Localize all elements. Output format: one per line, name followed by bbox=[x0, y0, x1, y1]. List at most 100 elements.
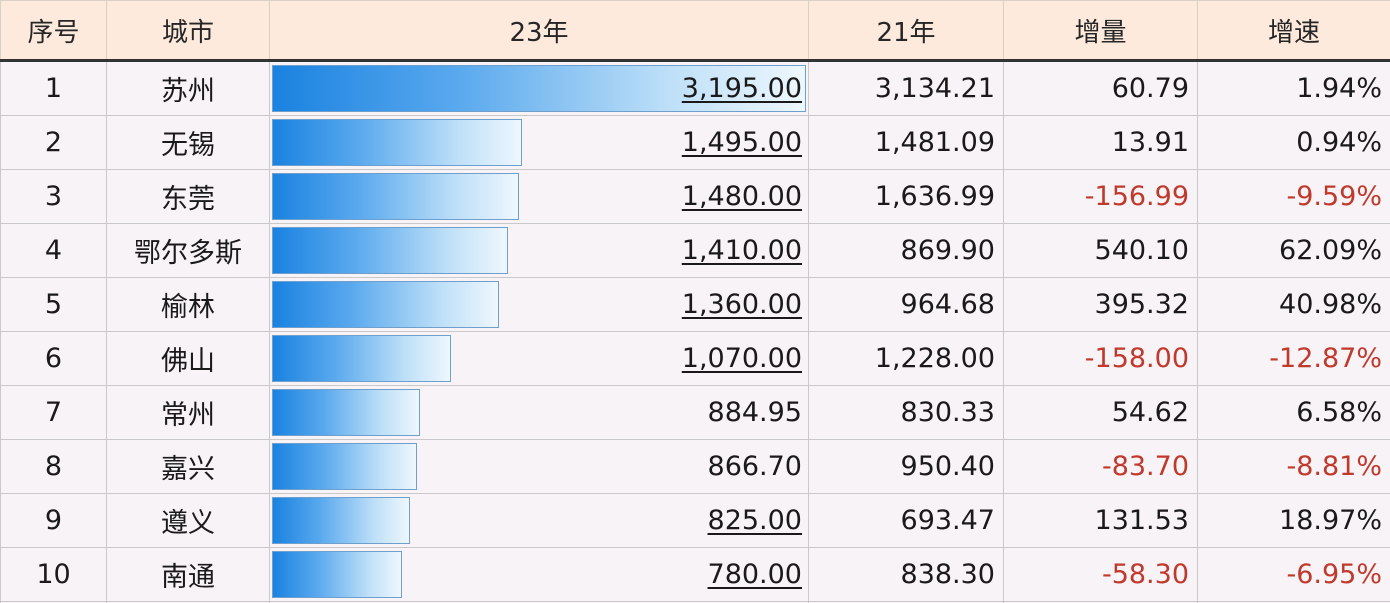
cell-y21[interactable]: 1,636.99 bbox=[808, 169, 1004, 224]
cell-y23[interactable]: 1,070.00 bbox=[269, 331, 809, 386]
y23-value: 780.00 bbox=[707, 559, 802, 590]
cell-rate[interactable]: 18.97% bbox=[1197, 493, 1390, 548]
table-body: 1 苏州 3,195.00 3,134.21 60.79 1.94% 2 无锡 1,495.00… bbox=[0, 60, 1390, 603]
cell-rate[interactable]: 0.94% bbox=[1197, 115, 1390, 170]
cell-index[interactable]: 9 bbox=[0, 493, 107, 548]
cell-y23[interactable]: 1,480.00 bbox=[269, 169, 809, 224]
cell-y23[interactable]: 884.95 bbox=[269, 385, 809, 440]
cell-y21[interactable]: 838.30 bbox=[808, 547, 1004, 602]
cell-delta[interactable]: 60.79 bbox=[1003, 60, 1198, 116]
cell-city[interactable]: 常州 bbox=[106, 385, 270, 440]
cell-city[interactable]: 东莞 bbox=[106, 169, 270, 224]
data-bar bbox=[272, 281, 500, 328]
table-row: 2 无锡 1,495.00 1,481.09 13.91 0.94% bbox=[0, 115, 1390, 170]
cell-rate[interactable]: -6.95% bbox=[1197, 547, 1390, 602]
table-row: 8 嘉兴 866.70 950.40 -83.70 -8.81% bbox=[0, 439, 1390, 494]
cell-rate[interactable]: -9.59% bbox=[1197, 169, 1390, 224]
cell-index[interactable]: 1 bbox=[0, 60, 107, 116]
cell-index[interactable]: 2 bbox=[0, 115, 107, 170]
cell-rate[interactable]: 1.94% bbox=[1197, 60, 1390, 116]
data-bar bbox=[272, 173, 520, 220]
data-bar bbox=[272, 551, 403, 598]
cell-delta[interactable]: 131.53 bbox=[1003, 493, 1198, 548]
y23-value: 825.00 bbox=[707, 505, 802, 536]
cell-y23[interactable]: 1,360.00 bbox=[269, 277, 809, 332]
data-bar bbox=[272, 335, 451, 382]
cell-rate[interactable]: 40.98% bbox=[1197, 277, 1390, 332]
cell-index[interactable]: 7 bbox=[0, 385, 107, 440]
data-bar bbox=[272, 497, 410, 544]
y23-value: 1,360.00 bbox=[681, 289, 802, 320]
cell-delta[interactable]: -156.99 bbox=[1003, 169, 1198, 224]
cell-rate[interactable]: -8.81% bbox=[1197, 439, 1390, 494]
y23-value: 1,495.00 bbox=[681, 127, 802, 158]
cell-y21[interactable]: 3,134.21 bbox=[808, 60, 1004, 116]
cell-index[interactable]: 8 bbox=[0, 439, 107, 494]
cell-index[interactable]: 5 bbox=[0, 277, 107, 332]
cell-y21[interactable]: 950.40 bbox=[808, 439, 1004, 494]
y23-value: 1,070.00 bbox=[681, 343, 802, 374]
cell-delta[interactable]: -158.00 bbox=[1003, 331, 1198, 386]
data-bar bbox=[272, 443, 417, 490]
y23-value: 1,480.00 bbox=[681, 181, 802, 212]
cell-city[interactable]: 遵义 bbox=[106, 493, 270, 548]
data-bar bbox=[272, 227, 508, 274]
header-index[interactable]: 序号 bbox=[0, 0, 107, 61]
cell-y23[interactable]: 866.70 bbox=[269, 439, 809, 494]
y23-value: 1,410.00 bbox=[681, 235, 802, 266]
cell-city[interactable]: 榆林 bbox=[106, 277, 270, 332]
cell-rate[interactable]: -12.87% bbox=[1197, 331, 1390, 386]
cell-delta[interactable]: -58.30 bbox=[1003, 547, 1198, 602]
cell-delta[interactable]: -83.70 bbox=[1003, 439, 1198, 494]
cell-y21[interactable]: 830.33 bbox=[808, 385, 1004, 440]
cell-empty[interactable] bbox=[269, 601, 809, 603]
cell-index[interactable]: 3 bbox=[0, 169, 107, 224]
table-row: 4 鄂尔多斯 1,410.00 869.90 540.10 62.09% bbox=[0, 223, 1390, 278]
cell-y21[interactable]: 1,481.09 bbox=[808, 115, 1004, 170]
cell-rate[interactable]: 62.09% bbox=[1197, 223, 1390, 278]
header-rate[interactable]: 增速 bbox=[1197, 0, 1390, 61]
cell-delta[interactable]: 395.32 bbox=[1003, 277, 1198, 332]
cell-delta[interactable]: 54.62 bbox=[1003, 385, 1198, 440]
table-row: 3 东莞 1,480.00 1,636.99 -156.99 -9.59% bbox=[0, 169, 1390, 224]
cell-y23[interactable]: 780.00 bbox=[269, 547, 809, 602]
cell-y21[interactable]: 869.90 bbox=[808, 223, 1004, 278]
data-bar bbox=[272, 65, 806, 112]
header-y21[interactable]: 21年 bbox=[808, 0, 1004, 61]
cell-y21[interactable]: 1,228.00 bbox=[808, 331, 1004, 386]
cell-y23[interactable]: 3,195.00 bbox=[269, 60, 809, 116]
cell-index[interactable]: 10 bbox=[0, 547, 107, 602]
cell-index[interactable]: 4 bbox=[0, 223, 107, 278]
table-row: 6 佛山 1,070.00 1,228.00 -158.00 -12.87% bbox=[0, 331, 1390, 386]
cell-rate[interactable]: 6.58% bbox=[1197, 385, 1390, 440]
y23-value: 884.95 bbox=[707, 397, 802, 428]
cell-city[interactable]: 南通 bbox=[106, 547, 270, 602]
header-row: 序号 城市 23年 21年 增量 增速 bbox=[0, 0, 1390, 61]
cell-y23[interactable]: 825.00 bbox=[269, 493, 809, 548]
table-row: 10 南通 780.00 838.30 -58.30 -6.95% bbox=[0, 547, 1390, 602]
cell-city[interactable]: 佛山 bbox=[106, 331, 270, 386]
header-delta[interactable]: 增量 bbox=[1003, 0, 1198, 61]
cell-y23[interactable]: 1,410.00 bbox=[269, 223, 809, 278]
cell-y21[interactable]: 693.47 bbox=[808, 493, 1004, 548]
cell-city[interactable]: 嘉兴 bbox=[106, 439, 270, 494]
data-bar bbox=[272, 119, 522, 166]
cell-city[interactable]: 苏州 bbox=[106, 60, 270, 116]
cell-y21[interactable]: 964.68 bbox=[808, 277, 1004, 332]
y23-value: 866.70 bbox=[707, 451, 802, 482]
data-bar bbox=[272, 389, 420, 436]
table-row-partial bbox=[0, 601, 1390, 603]
cell-index[interactable]: 6 bbox=[0, 331, 107, 386]
cell-y23[interactable]: 1,495.00 bbox=[269, 115, 809, 170]
table-row: 5 榆林 1,360.00 964.68 395.32 40.98% bbox=[0, 277, 1390, 332]
cell-city[interactable]: 鄂尔多斯 bbox=[106, 223, 270, 278]
cell-delta[interactable]: 540.10 bbox=[1003, 223, 1198, 278]
cell-city[interactable]: 无锡 bbox=[106, 115, 270, 170]
header-y23[interactable]: 23年 bbox=[269, 0, 809, 61]
y23-value: 3,195.00 bbox=[681, 73, 802, 104]
header-city[interactable]: 城市 bbox=[106, 0, 270, 61]
cell-delta[interactable]: 13.91 bbox=[1003, 115, 1198, 170]
table-row: 1 苏州 3,195.00 3,134.21 60.79 1.94% bbox=[0, 60, 1390, 116]
